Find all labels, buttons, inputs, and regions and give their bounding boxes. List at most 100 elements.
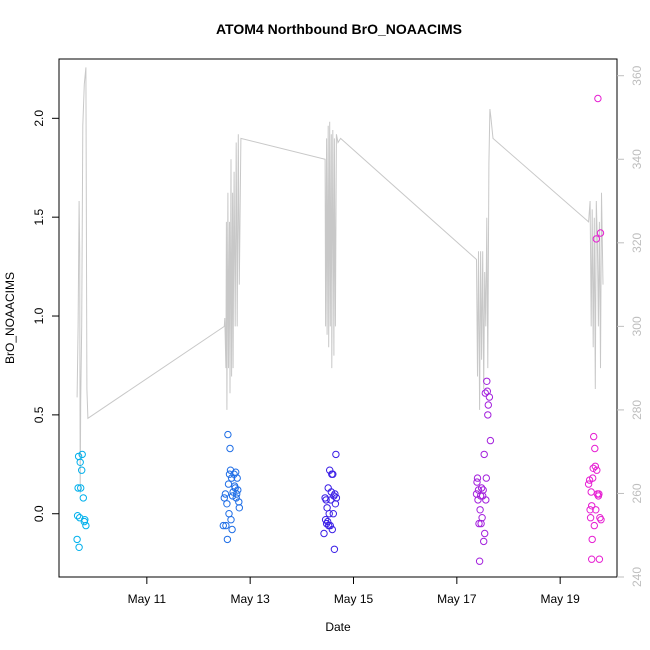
data-point: [484, 401, 492, 409]
data-point: [584, 480, 593, 488]
data-point: [78, 450, 86, 459]
y2-tick-label: 300: [630, 316, 644, 336]
data-point: [475, 557, 484, 565]
data-point: [234, 486, 242, 494]
data-point: [78, 466, 86, 474]
data-point: [596, 229, 605, 237]
data-point: [587, 488, 595, 496]
y-tick-label: 0.0: [32, 505, 46, 522]
data-point: [590, 432, 598, 441]
data-point: [482, 496, 490, 504]
data-point: [594, 94, 602, 103]
y2-tick-label: 260: [630, 483, 644, 503]
data-point: [224, 480, 233, 488]
data-point: [329, 510, 337, 518]
data-point: [586, 514, 595, 522]
data-point: [322, 496, 330, 504]
data-point: [332, 450, 340, 459]
data-point: [473, 474, 482, 482]
data-point: [480, 537, 488, 546]
x-axis: May 11 May 13 May 15 May 17 May 19: [128, 577, 580, 606]
y2-tick-label: 360: [630, 65, 644, 85]
x-tick-label: May 17: [437, 592, 477, 606]
data-point: [590, 521, 598, 530]
x-tick-label: May 19: [540, 592, 580, 606]
data-point: [475, 519, 483, 528]
y2-tick-label: 240: [630, 567, 644, 587]
chart-title: ATOM4 Northbound BrO_NOAACIMS: [216, 21, 462, 37]
data-point: [328, 525, 336, 534]
data-point: [227, 474, 236, 482]
data-point: [486, 436, 495, 445]
data-point: [474, 496, 482, 504]
data-point: [331, 500, 340, 508]
data-point: [591, 444, 599, 453]
data-point: [589, 474, 597, 482]
data-point: [478, 514, 486, 522]
data-point: [592, 235, 600, 243]
y-axis-right: 240 260 280 300 320 340 360: [617, 65, 644, 587]
data-point: [233, 490, 241, 498]
data-point: [330, 545, 339, 553]
plot-frame: [58, 58, 618, 578]
data-point: [324, 517, 332, 526]
data-point: [476, 506, 484, 514]
right-axis-series-line-group: [76, 67, 604, 494]
x-tick-label: May 15: [334, 592, 374, 606]
data-point: [221, 490, 230, 498]
data-point: [74, 484, 82, 492]
y-tick-label: 1.0: [32, 307, 46, 324]
data-point: [485, 393, 494, 401]
y-tick-label: 1.5: [32, 209, 46, 226]
data-point: [227, 516, 235, 524]
data-point: [222, 521, 230, 530]
data-point: [223, 535, 232, 544]
data-point: [232, 494, 240, 502]
data-point: [321, 516, 330, 524]
y-axis-left: 0.0 0.5 1.0 1.5 2.0: [32, 110, 59, 522]
data-point: [73, 512, 82, 520]
data-point: [228, 525, 236, 534]
data-point: [320, 529, 328, 538]
data-point: [483, 377, 491, 385]
x-tick-label: May 11: [128, 592, 167, 606]
data-point: [331, 490, 339, 498]
data-point: [220, 494, 229, 502]
data-point: [224, 430, 232, 439]
data-point: [223, 500, 231, 508]
data-point: [591, 462, 599, 470]
data-point: [225, 510, 233, 518]
data-point: [477, 484, 486, 492]
data-point: [326, 521, 334, 530]
data-point: [325, 510, 333, 518]
data-point: [235, 504, 244, 512]
data-point: [479, 486, 487, 494]
x-axis-label: Date: [325, 620, 351, 634]
data-point: [484, 411, 492, 419]
data-point: [595, 555, 604, 563]
data-point: [480, 450, 488, 459]
data-point: [473, 478, 481, 486]
data-point: [586, 506, 594, 514]
y-tick-label: 0.5: [32, 406, 46, 423]
series-line: [76, 67, 604, 494]
data-point: [82, 521, 90, 530]
data-point: [332, 494, 341, 502]
data-point: [79, 494, 88, 502]
data-point: [588, 535, 596, 544]
data-point: [482, 474, 490, 482]
data-point: [73, 535, 81, 544]
y2-tick-label: 320: [630, 232, 644, 252]
y2-tick-label: 280: [630, 400, 644, 420]
x-tick-label: May 13: [230, 592, 270, 606]
data-point: [329, 470, 337, 478]
data-point: [592, 506, 600, 514]
data-point: [476, 492, 485, 500]
scatter-points-group: [73, 94, 605, 565]
data-point: [481, 389, 489, 397]
data-point: [327, 488, 335, 496]
data-point: [588, 502, 596, 510]
data-point: [77, 484, 85, 492]
data-point: [219, 521, 228, 530]
